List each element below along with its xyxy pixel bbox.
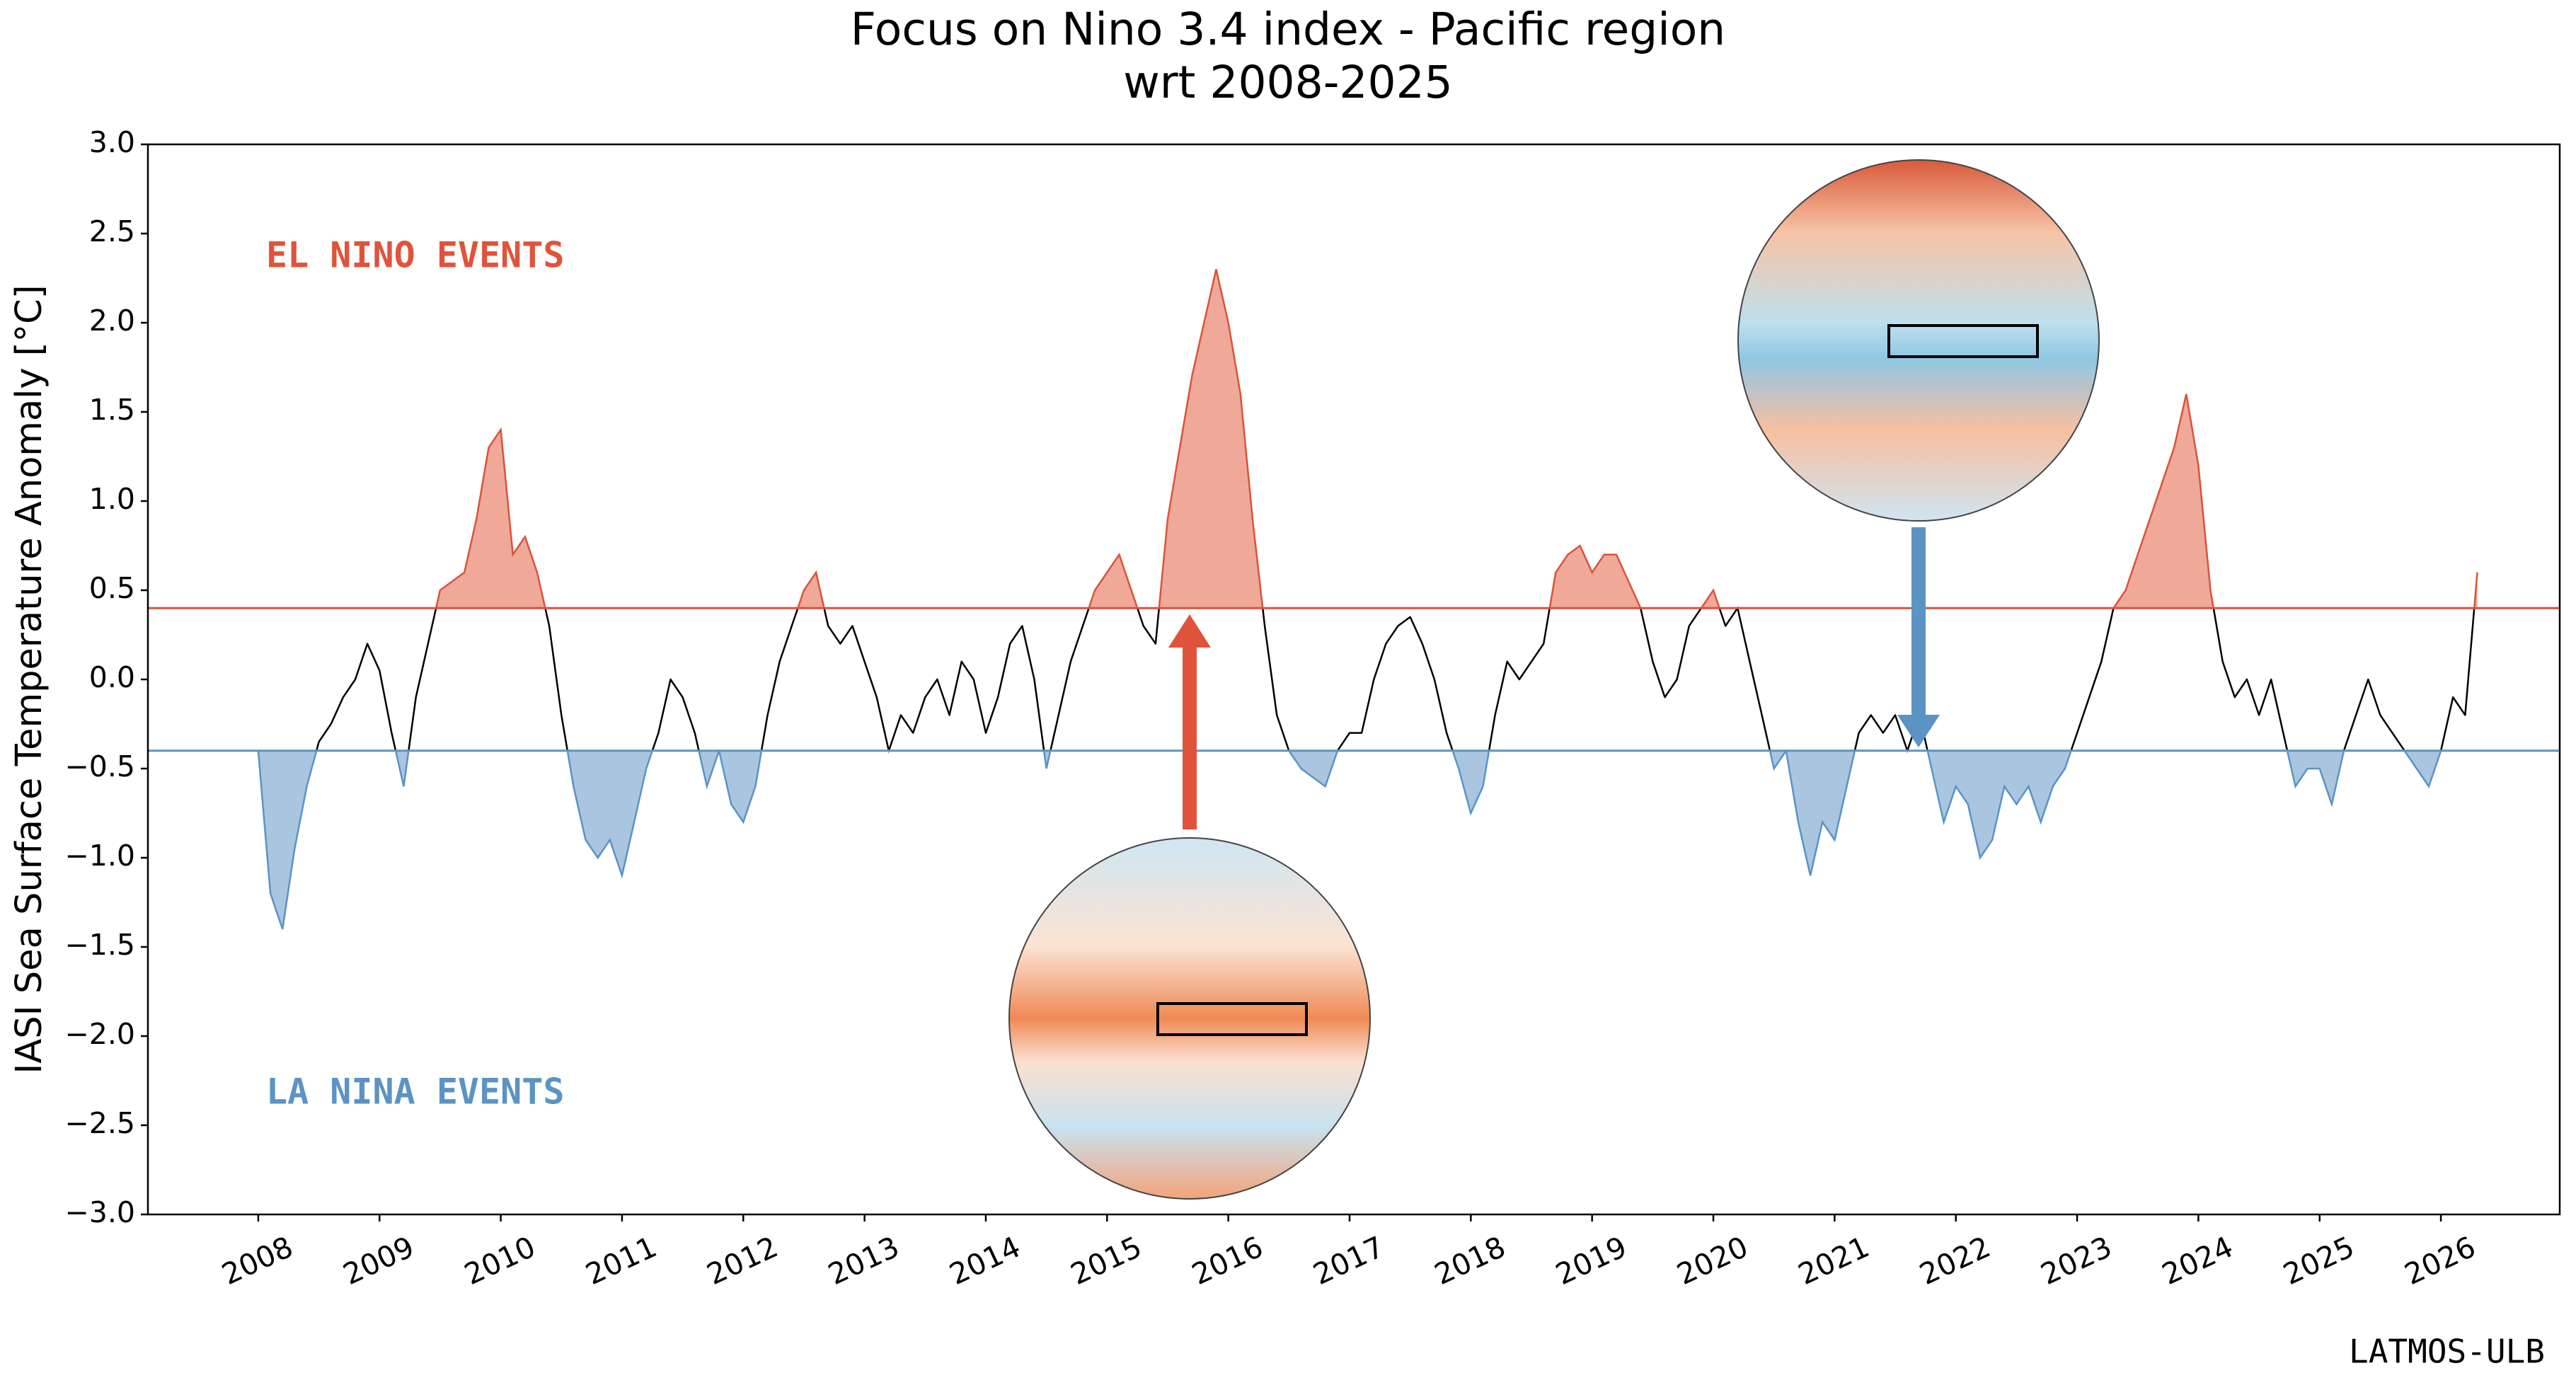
x-tick-label: 2011: [580, 1229, 662, 1292]
x-tick-label: 2024: [2157, 1229, 2238, 1292]
x-tick-label: 2019: [1551, 1229, 1632, 1292]
x-tick-label: 2023: [2035, 1229, 2117, 1292]
credit: LATMOS-ULB: [2349, 1333, 2545, 1371]
x-tick-label: 2022: [1914, 1229, 1996, 1292]
x-tick-label: 2013: [823, 1229, 904, 1292]
y-tick-label: 2.5: [89, 214, 135, 248]
y-tick-label: −3.0: [64, 1195, 135, 1229]
x-tick-label: 2010: [459, 1229, 541, 1292]
y-tick-label: 2.0: [89, 304, 135, 338]
annotation: LA NINA EVENTS: [266, 1071, 564, 1113]
y-axis-label: IASI Sea Surface Temperature Anomaly [°C…: [8, 285, 50, 1074]
y-tick-label: 1.0: [89, 482, 135, 516]
x-tick-label: 2015: [1066, 1229, 1147, 1292]
y-tick-label: −1.5: [64, 928, 135, 962]
y-tick-label: −2.5: [64, 1106, 135, 1140]
la-nina-line: [257, 750, 2442, 930]
x-tick-label: 2009: [338, 1229, 420, 1292]
x-tick-label: 2018: [1430, 1229, 1511, 1292]
series-line: [258, 608, 2476, 751]
chart-title: Focus on Nino 3.4 index - Pacific region: [851, 4, 1725, 55]
y-tick-label: 0.5: [89, 571, 135, 605]
arrow-el-nino: [1168, 614, 1211, 829]
x-tick-label: 2012: [702, 1229, 783, 1292]
axes-frame: [146, 143, 2561, 1216]
y-tick-label: 0.0: [89, 660, 135, 694]
x-tick-label: 2014: [944, 1229, 1025, 1292]
x-tick-label: 2021: [1793, 1229, 1875, 1292]
x-tick-label: 2008: [217, 1229, 298, 1292]
y-tick-label: −2.0: [64, 1017, 135, 1051]
x-tick-label: 2025: [2278, 1229, 2359, 1292]
x-tick-label: 2017: [1308, 1229, 1389, 1292]
x-tick-label: 2016: [1187, 1229, 1268, 1292]
arrow-la-nina: [1897, 527, 1940, 747]
el-nino-area: [258, 269, 2478, 609]
globe-la-nina: [1737, 159, 2100, 522]
x-tick-label: 2020: [1672, 1229, 1753, 1292]
annotation: EL NINO EVENTS: [266, 235, 564, 276]
chart-subtitle: wrt 2008-2025: [1123, 57, 1453, 108]
y-tick-label: −0.5: [64, 749, 135, 783]
y-tick-label: −1.0: [64, 839, 135, 873]
y-tick-label: 1.5: [89, 393, 135, 427]
globe-el-nino: [1008, 837, 1371, 1200]
x-tick-label: 2026: [2399, 1229, 2480, 1292]
y-tick-label: 3.0: [89, 125, 135, 159]
